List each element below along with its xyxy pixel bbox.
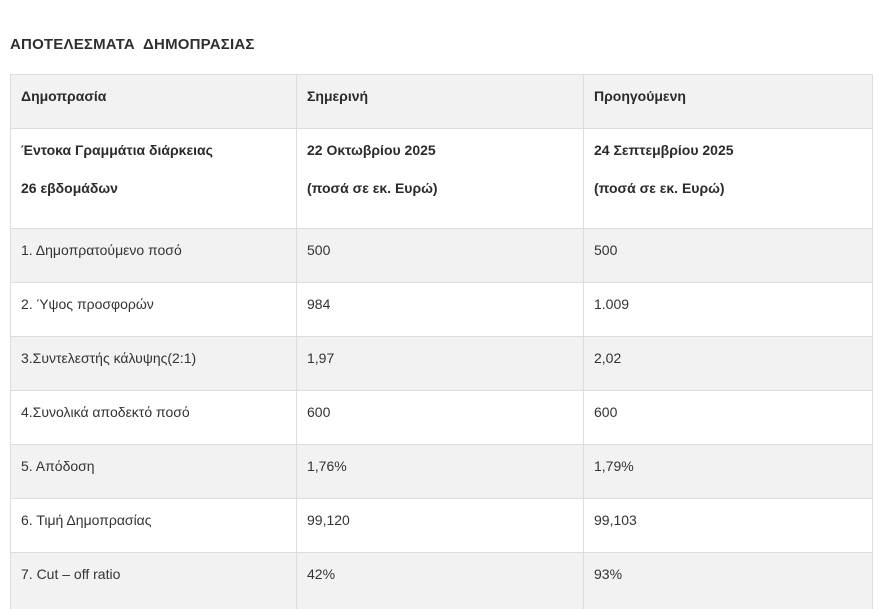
table-row: 3.Συντελεστής κάλυψης(2:1) 1,97 2,02 (10, 336, 873, 392)
row-previous-cell: 2,02 (583, 336, 873, 392)
row-label-cell: 7. Cut – off ratio (10, 552, 297, 609)
instrument-line-2: 26 εβδομάδων (21, 179, 118, 196)
row-previous-cell: 500 (583, 228, 873, 284)
row-previous-cell: 1.009 (583, 282, 873, 338)
table-header-row: Δημοπρασία Σημερινή Προηγούμενη (10, 74, 873, 129)
previous-units: (ποσά σε εκ. Ευρώ) (594, 179, 725, 196)
row-previous-cell: 1,79% (583, 444, 873, 500)
row-current-cell: 42% (296, 552, 584, 609)
instrument-line-1: Έντοκα Γραμμάτια διάρκειας (21, 142, 213, 158)
current-date: 22 Οκτωβρίου 2025 (307, 142, 436, 158)
row-previous-cell: 600 (583, 390, 873, 446)
row-current-cell: 1,97 (296, 336, 584, 392)
row-label-cell: 1. Δημοπρατούμενο ποσό (10, 228, 297, 284)
table-row: 4.Συνολικά αποδεκτό ποσό 600 600 (10, 390, 873, 446)
row-current-cell: 1,76% (296, 444, 584, 500)
row-label-cell: 2. Ύψος προσφορών (10, 282, 297, 338)
row-label-cell: 4.Συνολικά αποδεκτό ποσό (10, 390, 297, 446)
col-header-auction: Δημοπρασία (10, 74, 297, 129)
auction-results-table: Δημοπρασία Σημερινή Προηγούμενη Έντοκα Γ… (10, 74, 873, 609)
table-subheader-row: Έντοκα Γραμμάτια διάρκειας 26 εβδομάδων … (10, 127, 873, 230)
row-previous-cell: 93% (583, 552, 873, 609)
table-row: 5. Απόδοση 1,76% 1,79% (10, 444, 873, 500)
previous-date: 24 Σεπτεμβρίου 2025 (594, 142, 734, 158)
row-current-cell: 984 (296, 282, 584, 338)
previous-date-cell: 24 Σεπτεμβρίου 2025 (ποσά σε εκ. Ευρώ) (583, 127, 873, 230)
table-row: 2. Ύψος προσφορών 984 1.009 (10, 282, 873, 338)
page-title: ΑΠΟΤΕΛΕΣΜΑΤΑ ΔΗΜΟΠΡΑΣΙΑΣ (10, 36, 255, 53)
instrument-cell: Έντοκα Γραμμάτια διάρκειας 26 εβδομάδων (10, 127, 297, 230)
table-row: 1. Δημοπρατούμενο ποσό 500 500 (10, 228, 873, 284)
col-header-current: Σημερινή (296, 74, 584, 129)
row-label-cell: 5. Απόδοση (10, 444, 297, 500)
row-label-cell: 6. Τιμή Δημοπρασίας (10, 498, 297, 554)
row-current-cell: 99,120 (296, 498, 584, 554)
table-row: 7. Cut – off ratio 42% 93% (10, 552, 873, 609)
row-current-cell: 600 (296, 390, 584, 446)
row-current-cell: 500 (296, 228, 584, 284)
row-label-cell: 3.Συντελεστής κάλυψης(2:1) (10, 336, 297, 392)
current-date-cell: 22 Οκτωβρίου 2025 (ποσά σε εκ. Ευρώ) (296, 127, 584, 230)
table-row: 6. Τιμή Δημοπρασίας 99,120 99,103 (10, 498, 873, 554)
row-previous-cell: 99,103 (583, 498, 873, 554)
col-header-previous: Προηγούμενη (583, 74, 873, 129)
current-units: (ποσά σε εκ. Ευρώ) (307, 179, 438, 196)
